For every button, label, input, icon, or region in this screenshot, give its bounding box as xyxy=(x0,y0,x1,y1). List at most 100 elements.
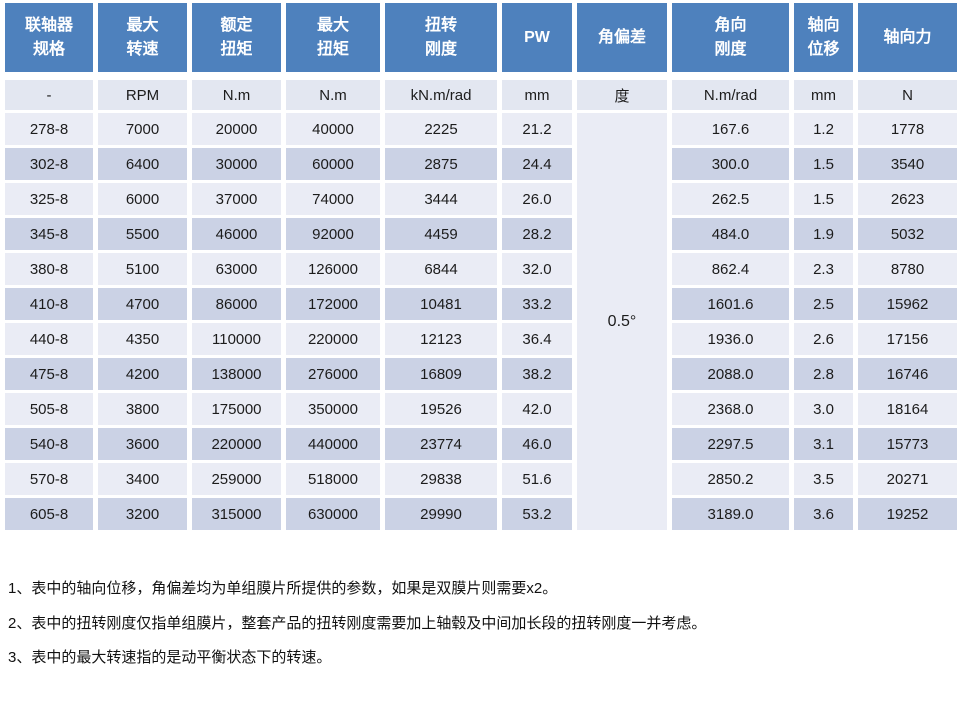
unit-row: - RPM N.m N.m kN.m/rad mm 度 N.m/rad mm N xyxy=(5,80,957,110)
table-cell: 24.4 xyxy=(502,148,572,180)
table-cell: 7000 xyxy=(98,113,187,145)
table-cell: 278-8 xyxy=(5,113,93,145)
table-cell: 20000 xyxy=(192,113,281,145)
table-cell: 1778 xyxy=(858,113,957,145)
table-cell: 23774 xyxy=(385,428,497,460)
note-3: 3、表中的最大转速指的是动平衡状态下的转速。 xyxy=(8,649,332,666)
table-cell: 86000 xyxy=(192,288,281,320)
table-cell: 172000 xyxy=(286,288,380,320)
coupling-spec-table: 联轴器 规格 最大 转速 额定 扭矩 最大 扭矩 扭转 刚度 PW 角偏差 角向 刚度 轴向 位… xyxy=(5,3,957,530)
table-cell: 5500 xyxy=(98,218,187,250)
table-cell: 1.5 xyxy=(794,183,853,215)
table-cell: 29838 xyxy=(385,463,497,495)
note-2: 2、表中的扭转刚度仅指单组膜片，整套产品的扭转刚度需要加上轴毂及中间加长段的扭转… xyxy=(8,614,707,632)
table-cell: 3400 xyxy=(98,463,187,495)
table-row: 410-8 4700 86000 172000 10481 33.2 1601.6 2.5 15… xyxy=(5,288,957,320)
table-cell: 60000 xyxy=(286,148,380,180)
table-cell: 475-8 xyxy=(5,358,93,390)
table-cell: 630000 xyxy=(286,498,380,530)
column-header-8: 轴向 位移 xyxy=(794,3,853,77)
note-1: 1、表中的轴向位移，角偏差均为单组膜片所提供的参数，如果是双膜片则需要x2。 xyxy=(8,580,558,597)
table-cell: 518000 xyxy=(286,463,380,495)
table-cell: 21.2 xyxy=(502,113,572,145)
table-row: 605-8 3200 315000 630000 29990 53.2 3189.0 3.6 1… xyxy=(5,498,957,530)
table-cell: 8780 xyxy=(858,253,957,285)
table-cell: 37000 xyxy=(192,183,281,215)
table-cell: 1601.6 xyxy=(672,288,789,320)
column-unit-5: mm xyxy=(502,80,572,110)
table-cell: 570-8 xyxy=(5,463,93,495)
table-row: 475-8 4200 138000 276000 16809 38.2 2088.0 2.8 1… xyxy=(5,358,957,390)
table-cell: 19252 xyxy=(858,498,957,530)
table-cell: 20271 xyxy=(858,463,957,495)
table-cell: 1.5 xyxy=(794,148,853,180)
table-cell: 2875 xyxy=(385,148,497,180)
table-cell: 540-8 xyxy=(5,428,93,460)
table-cell: 138000 xyxy=(192,358,281,390)
table-row: 302-8 6400 30000 60000 2875 24.4 300.0 1.5 3540 xyxy=(5,148,957,180)
column-header-2: 额定 扭矩 xyxy=(192,3,281,77)
table-cell: 5100 xyxy=(98,253,187,285)
table-cell: 92000 xyxy=(286,218,380,250)
table-cell: 410-8 xyxy=(5,288,93,320)
table-body: 278-8 7000 20000 40000 2225 21.2 0.5° 167.6 1.2 1… xyxy=(5,113,957,530)
column-unit-7: N.m/rad xyxy=(672,80,789,110)
table-cell: 3.1 xyxy=(794,428,853,460)
table-cell: 505-8 xyxy=(5,393,93,425)
table-row: 540-8 3600 220000 440000 23774 46.0 2297.5 3.1 1… xyxy=(5,428,957,460)
table-row: 440-8 4350 110000 220000 12123 36.4 1936.0 2.6 1… xyxy=(5,323,957,355)
table-cell: 38.2 xyxy=(502,358,572,390)
table-cell: 300.0 xyxy=(672,148,789,180)
column-header-5: PW xyxy=(502,3,572,77)
table-cell: 2850.2 xyxy=(672,463,789,495)
table-cell: 2225 xyxy=(385,113,497,145)
notes-section: 1、表中的轴向位移，角偏差均为单组膜片所提供的参数，如果是双膜片则需要x2。 2… xyxy=(8,579,965,668)
table-cell: 3600 xyxy=(98,428,187,460)
table-cell: 2.6 xyxy=(794,323,853,355)
table-cell: 1.2 xyxy=(794,113,853,145)
table-cell: 605-8 xyxy=(5,498,93,530)
table-cell: 1.9 xyxy=(794,218,853,250)
table-cell: 3540 xyxy=(858,148,957,180)
table-cell: 3200 xyxy=(98,498,187,530)
table-cell: 315000 xyxy=(192,498,281,530)
table-cell: 10481 xyxy=(385,288,497,320)
column-unit-4: kN.m/rad xyxy=(385,80,497,110)
column-header-9: 轴向力 xyxy=(858,3,957,77)
column-unit-8: mm xyxy=(794,80,853,110)
table-cell: 3800 xyxy=(98,393,187,425)
table-cell: 276000 xyxy=(286,358,380,390)
table-cell: 2088.0 xyxy=(672,358,789,390)
table-row: 570-8 3400 259000 518000 29838 51.6 2850.2 3.5 2… xyxy=(5,463,957,495)
table-cell: 6000 xyxy=(98,183,187,215)
column-header-4: 扭转 刚度 xyxy=(385,3,497,77)
angular-deviation-merged-cell: 0.5° xyxy=(577,113,667,530)
column-header-7: 角向 刚度 xyxy=(672,3,789,77)
table-cell: 46000 xyxy=(192,218,281,250)
table-cell: 3.6 xyxy=(794,498,853,530)
table-row: 380-8 5100 63000 126000 6844 32.0 862.4 2.3 8780 xyxy=(5,253,957,285)
table-cell: 325-8 xyxy=(5,183,93,215)
table-cell: 350000 xyxy=(286,393,380,425)
column-header-0: 联轴器 规格 xyxy=(5,3,93,77)
table-cell: 2368.0 xyxy=(672,393,789,425)
table-cell: 110000 xyxy=(192,323,281,355)
table-cell: 862.4 xyxy=(672,253,789,285)
table-cell: 262.5 xyxy=(672,183,789,215)
table-cell: 2623 xyxy=(858,183,957,215)
table-cell: 167.6 xyxy=(672,113,789,145)
table-row: 345-8 5500 46000 92000 4459 28.2 484.0 1.9 5032 xyxy=(5,218,957,250)
table-cell: 175000 xyxy=(192,393,281,425)
table-cell: 380-8 xyxy=(5,253,93,285)
table-cell: 15773 xyxy=(858,428,957,460)
table-cell: 74000 xyxy=(286,183,380,215)
table-cell: 28.2 xyxy=(502,218,572,250)
table-cell: 40000 xyxy=(286,113,380,145)
table-cell: 259000 xyxy=(192,463,281,495)
table-cell: 345-8 xyxy=(5,218,93,250)
column-unit-3: N.m xyxy=(286,80,380,110)
table-cell: 126000 xyxy=(286,253,380,285)
table-cell: 18164 xyxy=(858,393,957,425)
table-cell: 17156 xyxy=(858,323,957,355)
table-cell: 4350 xyxy=(98,323,187,355)
